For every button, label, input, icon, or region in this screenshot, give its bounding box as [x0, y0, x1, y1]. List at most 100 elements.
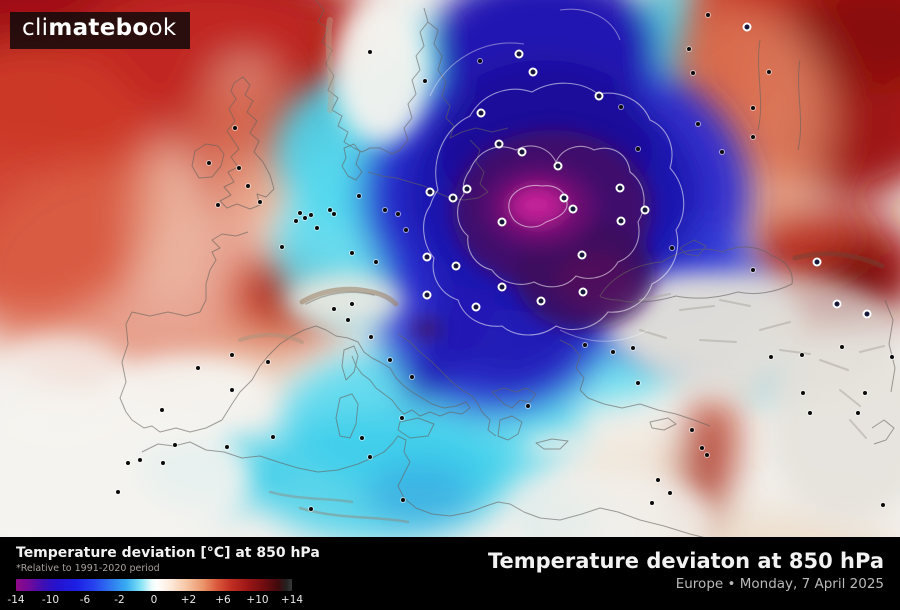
- legend-subtitle: *Relative to 1991-2020 period: [16, 563, 160, 575]
- colorbar-ticks: -14 -10 -6 -2 0 +2 +6 +10 +14: [7, 594, 303, 608]
- city-marker: [700, 446, 704, 450]
- city-marker: [656, 478, 660, 482]
- city-marker: [196, 366, 200, 370]
- city-marker: [690, 428, 694, 432]
- city-marker: [138, 458, 142, 462]
- city-marker: [594, 91, 604, 101]
- logo-text-light-2: ok: [148, 15, 177, 41]
- city-marker: [536, 296, 546, 306]
- city-marker: [801, 391, 805, 395]
- city-marker: [800, 353, 804, 357]
- city-marker: [742, 22, 752, 32]
- city-marker: [583, 343, 587, 347]
- city-marker: [451, 261, 461, 271]
- city-marker: [577, 250, 587, 260]
- colorbar-tick: 0: [150, 594, 158, 607]
- city-marker: [705, 453, 709, 457]
- city-marker: [631, 346, 635, 350]
- city-marker: [636, 147, 640, 151]
- city-marker: [559, 193, 569, 203]
- city-marker: [233, 126, 237, 130]
- city-marker: [640, 205, 650, 215]
- city-marker: [476, 108, 486, 118]
- city-marker: [840, 345, 844, 349]
- city-marker: [237, 166, 241, 170]
- city-marker: [216, 203, 220, 207]
- city-marker: [706, 13, 710, 17]
- city-marker: [396, 212, 400, 216]
- colorbar-tick: -6: [79, 594, 91, 607]
- city-marker: [769, 355, 773, 359]
- city-marker: [687, 47, 691, 51]
- city-marker: [862, 309, 872, 319]
- city-marker: [400, 416, 404, 420]
- city-marker: [422, 290, 432, 300]
- city-marker: [494, 139, 504, 149]
- city-marker: [890, 355, 894, 359]
- city-marker: [258, 200, 262, 204]
- city-marker: [207, 161, 211, 165]
- city-marker: [126, 461, 130, 465]
- caption-title: Temperature deviaton at 850 hPa: [487, 549, 884, 573]
- city-marker: [280, 245, 284, 249]
- city-marker: [528, 67, 538, 77]
- city-marker: [230, 388, 234, 392]
- city-marker: [497, 282, 507, 292]
- city-marker: [332, 212, 336, 216]
- city-marker: [767, 70, 771, 74]
- coastline-layer: [119, 0, 896, 541]
- logo-text-light: cli: [22, 15, 49, 41]
- city-marker: [615, 183, 625, 193]
- city-marker: [636, 381, 640, 385]
- colorbar-tick: +6: [215, 594, 231, 607]
- city-marker: [161, 461, 165, 465]
- city-marker: [160, 408, 164, 412]
- city-marker: [225, 445, 229, 449]
- city-marker: [812, 257, 822, 267]
- city-marker: [328, 208, 332, 212]
- city-marker: [368, 455, 372, 459]
- city-marker: [448, 193, 458, 203]
- caption-subtitle: Europe • Monday, 7 April 2025: [675, 576, 884, 593]
- colorbar: [16, 579, 292, 592]
- city-marker: [670, 246, 674, 250]
- city-marker: [410, 375, 414, 379]
- city-marker: [368, 50, 372, 54]
- city-marker: [578, 287, 588, 297]
- city-marker: [357, 194, 361, 198]
- colorbar-tick: +10: [246, 594, 269, 607]
- city-marker: [298, 211, 302, 215]
- colorbar-tick: +14: [280, 594, 304, 607]
- city-marker: [462, 184, 472, 194]
- city-marker: [514, 49, 524, 59]
- city-marker: [568, 204, 578, 214]
- city-marker: [332, 307, 336, 311]
- city-marker: [478, 59, 482, 63]
- legend: Temperature deviation [°C] at 850 hPa *R…: [0, 537, 320, 608]
- legend-title: Temperature deviation [°C] at 850 hPa: [16, 545, 320, 561]
- city-marker: [309, 507, 313, 511]
- city-marker: [422, 252, 432, 262]
- city-marker: [553, 161, 563, 171]
- city-marker: [696, 122, 700, 126]
- city-marker: [271, 435, 275, 439]
- city-marker: [856, 411, 860, 415]
- city-marker: [369, 335, 373, 339]
- city-marker: [691, 71, 695, 75]
- map-caption: Temperature deviaton at 850 hPa Europe •…: [488, 537, 900, 592]
- city-marker: [832, 299, 842, 309]
- city-marker: [294, 219, 298, 223]
- city-marker: [619, 105, 623, 109]
- neutral-layer: [0, 0, 900, 568]
- terrain-layer: [238, 17, 885, 524]
- city-marker: [350, 251, 354, 255]
- city-marker: [611, 350, 615, 354]
- city-marker: [401, 498, 405, 502]
- city-marker: [526, 404, 530, 408]
- city-marker: [350, 302, 354, 306]
- city-marker: [668, 491, 672, 495]
- city-marker: [863, 391, 867, 395]
- city-marker: [346, 318, 350, 322]
- city-marker: [266, 360, 270, 364]
